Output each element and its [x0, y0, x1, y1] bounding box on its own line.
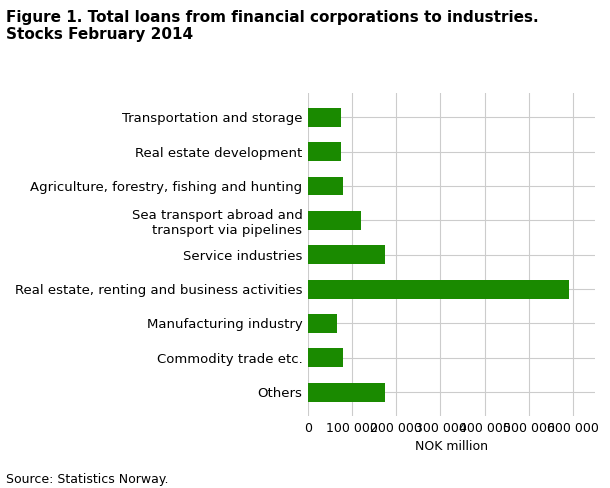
Text: Source: Statistics Norway.: Source: Statistics Norway. — [6, 472, 168, 486]
Bar — [308, 383, 386, 402]
Bar — [308, 314, 337, 333]
Bar — [308, 211, 361, 230]
Bar — [308, 280, 569, 299]
Bar — [308, 142, 341, 161]
Bar — [308, 245, 386, 264]
Bar — [308, 177, 343, 195]
Text: Figure 1. Total loans from financial corporations to industries.
Stocks February: Figure 1. Total loans from financial cor… — [6, 10, 539, 42]
Bar — [308, 108, 341, 127]
X-axis label: NOK million: NOK million — [415, 441, 488, 453]
Bar — [308, 348, 343, 367]
